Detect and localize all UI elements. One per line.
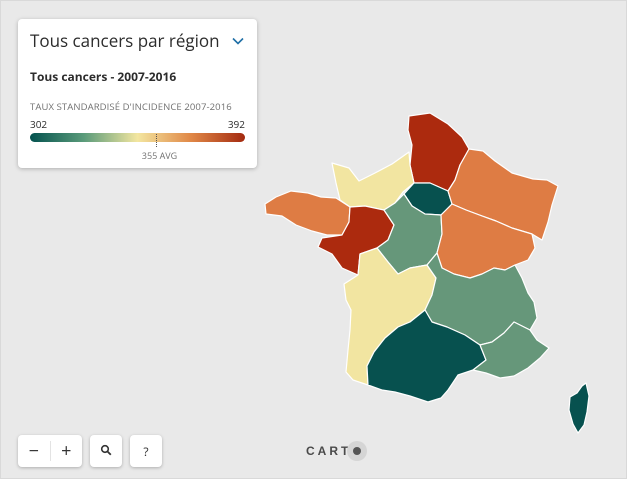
legend-avg: 355 AVG [141,149,178,162]
layer-title: Tous cancers - 2007-2016 [30,68,177,85]
color-ramp [30,133,245,147]
carto-logo: CART [306,441,368,461]
legend-header[interactable]: Tous cancers par région [30,29,245,52]
carto-logo-mark [347,441,368,461]
carto-logo-text: CART [306,444,352,458]
legend-max: 392 [227,117,245,131]
region-provence-alpes-cote-azur[interactable] [472,321,550,379]
legend-card: Tous cancers par région Tous cancers - 2… [18,19,257,168]
region-grand-est[interactable] [447,148,559,241]
zoom-out-button[interactable]: − [28,439,39,463]
zoom-controls: − + [18,435,82,467]
region-occitanie[interactable] [366,309,487,403]
legend-title: Tous cancers par région [30,29,220,52]
zoom-in-button[interactable]: + [61,439,72,463]
region-bretagne[interactable] [264,190,351,236]
legend-min: 302 [30,117,48,131]
legend-range: 302 392 [30,117,245,131]
legend-subtitle: TAUX STANDARDISÉ D'INCIDENCE 2007-2016 [30,100,232,113]
help-button[interactable]: ? [130,435,162,467]
avg-marker [155,134,157,147]
chevron-down-icon[interactable] [231,34,245,48]
divider [49,441,51,461]
search-icon [100,443,112,460]
search-button[interactable] [90,435,122,467]
region-corse[interactable] [568,382,590,434]
